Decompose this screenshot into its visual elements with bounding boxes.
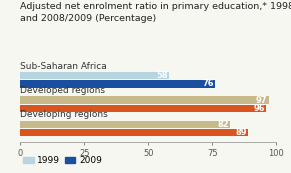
Bar xyxy=(20,121,230,128)
Text: 58: 58 xyxy=(156,71,168,80)
Legend: 1999, 2009: 1999, 2009 xyxy=(19,152,106,169)
Text: Developed regions: Developed regions xyxy=(20,86,105,95)
Text: 97: 97 xyxy=(256,95,267,104)
Text: Developing regions: Developing regions xyxy=(20,111,108,120)
Text: 96: 96 xyxy=(253,104,265,113)
Text: 82: 82 xyxy=(217,120,229,129)
Bar xyxy=(20,105,266,112)
Bar xyxy=(20,80,215,88)
Text: Sub-Saharan Africa: Sub-Saharan Africa xyxy=(20,62,107,71)
Text: and 2008/2009 (Percentage): and 2008/2009 (Percentage) xyxy=(20,14,157,23)
Text: Adjusted net enrolment ratio in primary education,* 1998/1999: Adjusted net enrolment ratio in primary … xyxy=(20,2,291,11)
Text: 76: 76 xyxy=(202,79,214,88)
Bar xyxy=(20,129,248,136)
Bar xyxy=(20,72,169,79)
Text: 89: 89 xyxy=(235,128,247,137)
Bar xyxy=(20,96,269,104)
